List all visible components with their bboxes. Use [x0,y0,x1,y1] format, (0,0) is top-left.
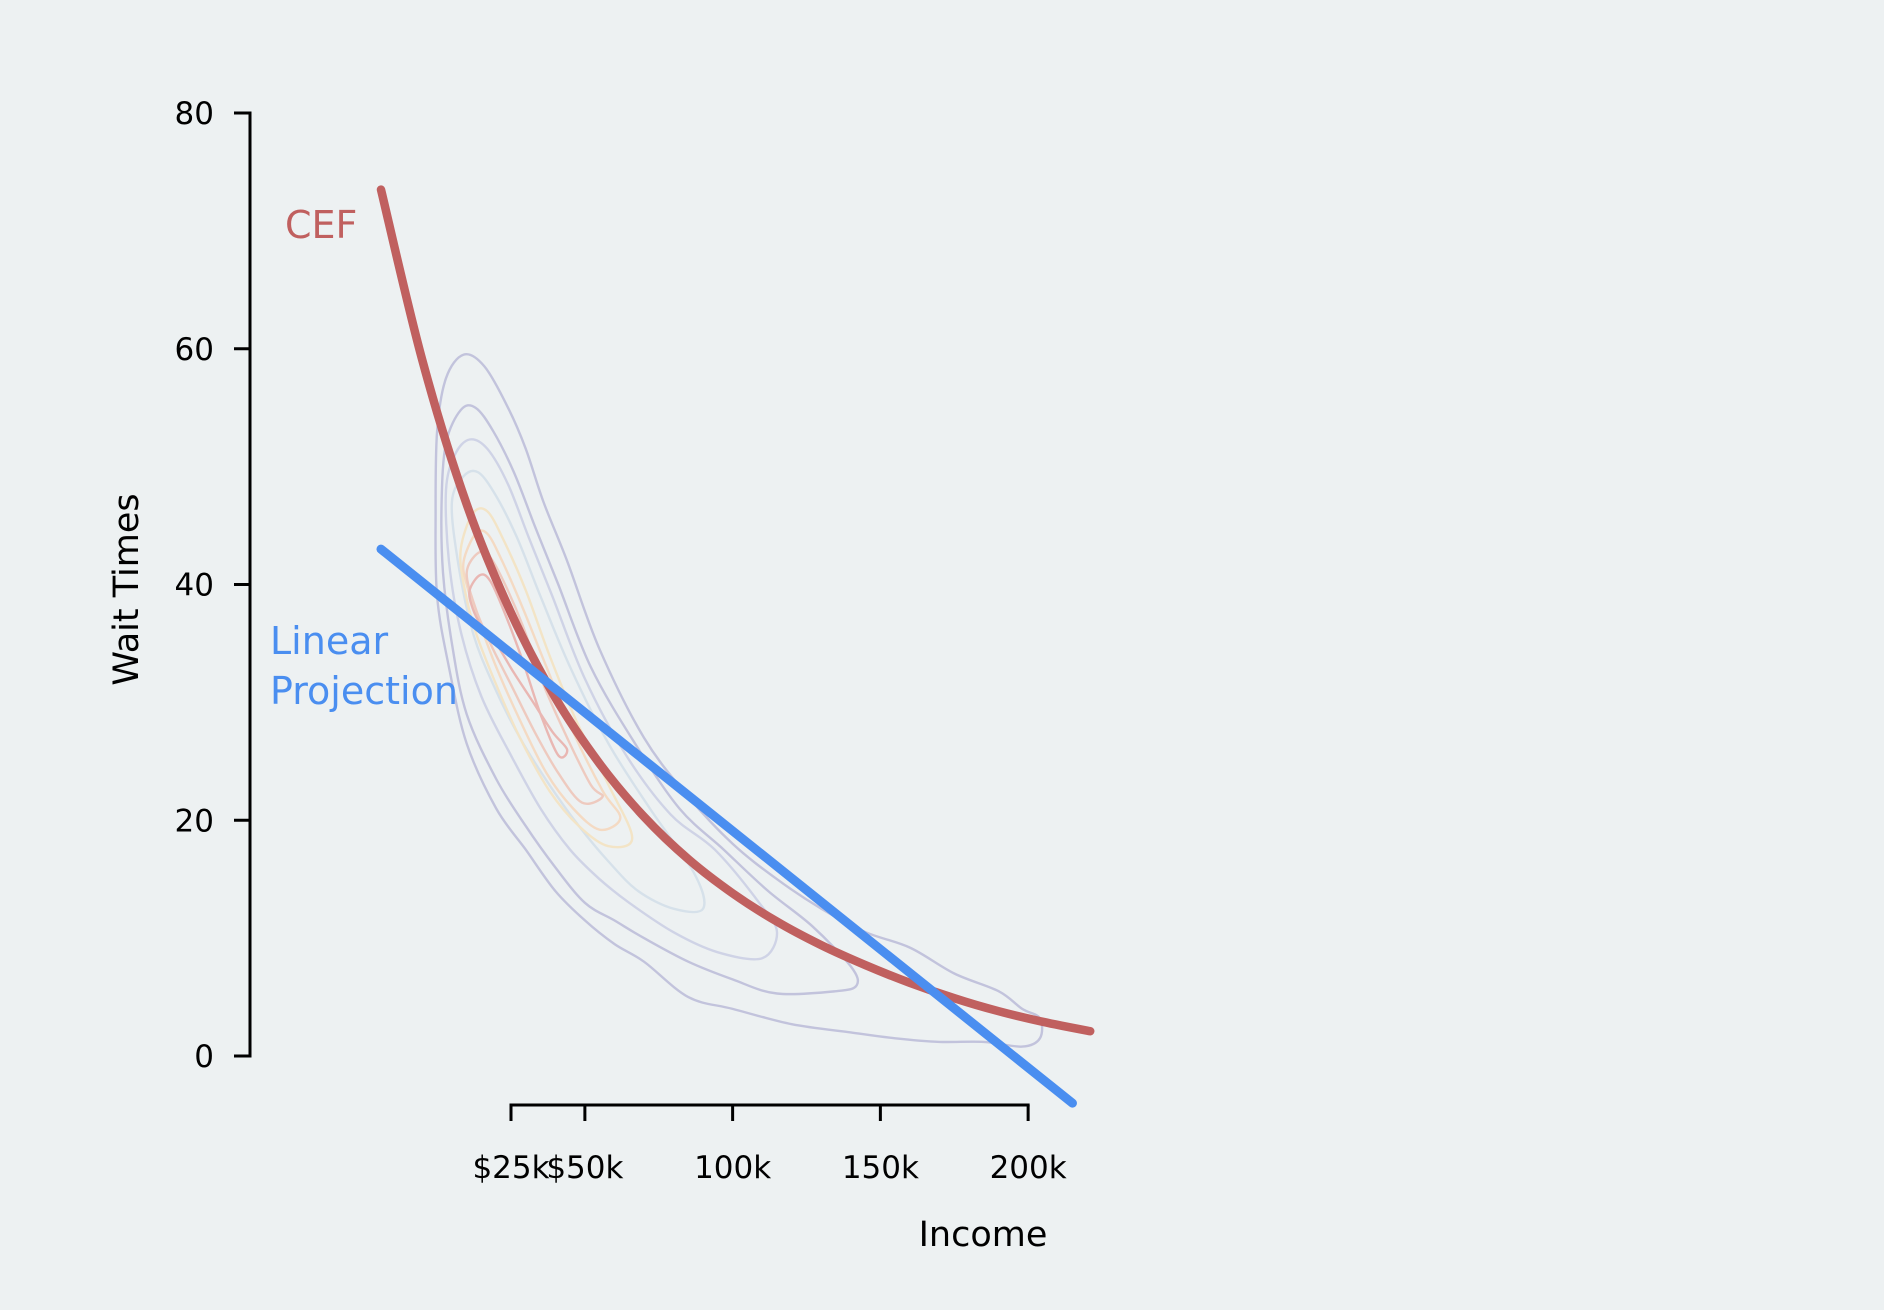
linear-projection-series-label: Linear Projection [270,619,458,713]
y-tick-label: 40 [175,568,214,604]
density-contours [434,353,1044,1048]
x-axis: $25k$50k 100k 150k 200k [472,1103,1067,1186]
density-contour-level-1 [434,353,1044,1048]
linear-label-line-2: Projection [270,669,458,713]
density-contour-level-6 [461,529,622,832]
y-axis: 0 20 40 60 80 [175,96,252,1075]
density-contour-level-7 [465,550,604,805]
y-tick-label: 80 [175,96,214,132]
cef-series-label: CEF [285,203,357,247]
y-tick-label: 0 [194,1039,214,1075]
y-axis-title: Wait Times [107,493,147,685]
cef-line [376,185,1095,1036]
x-axis-title: Income [919,1215,1048,1255]
density-contour-level-3 [444,438,779,961]
x-tick-label: 100k [694,1150,771,1186]
y-tick-label: 60 [175,332,214,368]
density-contour-level-4 [450,469,706,914]
linear-projection-line [376,544,1077,1108]
x-tick-label: 150k [842,1150,919,1186]
x-tick-label: $50k [546,1150,623,1186]
x-tick-label: 200k [990,1150,1067,1186]
x-tick-label: $25k [472,1150,549,1186]
density-contour-level-5 [459,507,634,849]
series-lines [376,185,1095,1108]
density-contour-level-2 [440,404,860,996]
linear-label-line-1: Linear [270,619,388,663]
y-tick-label: 20 [175,803,214,839]
